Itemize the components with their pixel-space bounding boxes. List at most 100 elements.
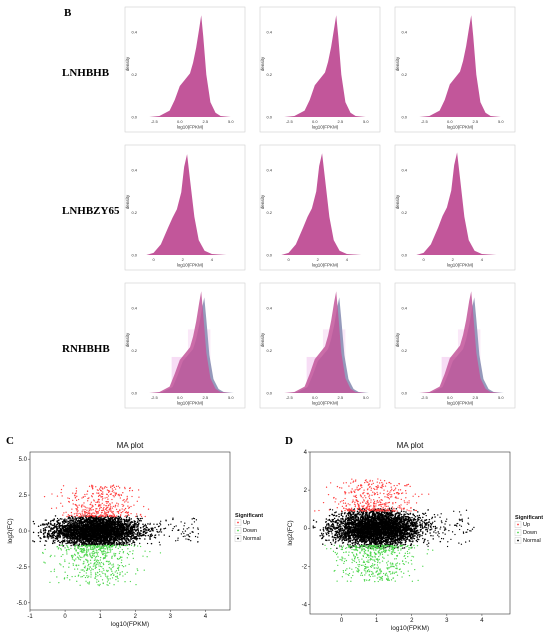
point-up — [100, 506, 102, 509]
point-up — [103, 509, 105, 511]
point-normal — [59, 541, 61, 544]
point-normal — [56, 525, 58, 528]
point-normal — [75, 533, 78, 536]
point-up — [139, 514, 142, 516]
point-normal — [64, 521, 66, 524]
point-normal — [73, 539, 76, 541]
point-normal — [86, 519, 89, 522]
point-normal — [58, 529, 60, 532]
point-normal — [154, 536, 157, 539]
point-down — [128, 563, 130, 565]
point-normal — [105, 542, 107, 544]
point-down — [60, 544, 62, 547]
point-normal — [113, 531, 116, 533]
point-up — [92, 505, 94, 507]
point-down — [149, 551, 151, 553]
point-normal — [83, 519, 85, 521]
point-down — [93, 549, 95, 551]
point-up — [75, 487, 77, 489]
point-up — [75, 508, 77, 510]
point-normal — [92, 523, 94, 526]
point-down — [106, 548, 109, 550]
point-down — [101, 579, 104, 581]
point-up — [117, 512, 120, 514]
point-up — [112, 489, 114, 491]
point-down — [143, 569, 145, 571]
point-normal — [49, 530, 52, 532]
point-down — [62, 566, 64, 568]
point-down — [68, 562, 70, 564]
point-normal — [105, 525, 107, 527]
point-normal — [125, 538, 127, 540]
point-normal — [67, 517, 70, 520]
point-up — [77, 510, 79, 512]
point-up — [77, 513, 79, 515]
point-up — [102, 497, 104, 499]
point-normal — [150, 542, 153, 545]
point-down — [129, 550, 131, 553]
point-down — [90, 576, 92, 578]
point-down — [75, 558, 77, 560]
point-normal — [128, 533, 130, 535]
point-normal — [40, 537, 42, 540]
point-normal — [92, 533, 94, 535]
point-up — [115, 515, 118, 517]
point-normal — [94, 532, 96, 535]
point-up — [123, 509, 125, 511]
legend-entry: Up — [243, 520, 250, 526]
point-normal — [46, 526, 48, 528]
point-down — [135, 583, 137, 586]
point-normal — [67, 526, 69, 528]
point-down — [89, 555, 92, 557]
point-normal — [136, 521, 139, 523]
point-up — [113, 486, 116, 489]
point-up — [138, 496, 140, 498]
y-tick-label: 0.2 — [131, 210, 137, 215]
point-normal — [82, 538, 84, 541]
point-up — [137, 489, 140, 491]
point-normal — [84, 536, 86, 538]
point-down — [100, 561, 103, 564]
point-up — [124, 487, 126, 490]
point-normal — [100, 528, 102, 530]
point-down — [146, 556, 148, 558]
point-normal — [70, 522, 73, 524]
point-normal — [153, 536, 156, 538]
point-up — [131, 489, 134, 492]
point-normal — [59, 524, 61, 526]
point-normal — [53, 534, 55, 537]
y-tick-label: 0.0 — [401, 390, 407, 395]
point-down — [94, 552, 96, 554]
point-down — [70, 547, 72, 550]
point-normal — [88, 524, 90, 526]
point-up — [89, 503, 91, 506]
point-normal — [122, 538, 125, 540]
point-down — [92, 565, 94, 567]
point-normal — [72, 533, 74, 536]
point-up — [88, 515, 90, 517]
point-up — [113, 496, 115, 498]
point-down — [115, 546, 117, 549]
point-down — [97, 584, 99, 586]
point-up — [84, 508, 86, 511]
point-normal — [124, 520, 127, 522]
point-normal — [75, 541, 77, 544]
x-axis-label: log10(FPKM) — [312, 401, 339, 406]
point-normal — [95, 519, 97, 522]
point-normal — [191, 523, 193, 525]
row-label-lnhbhb: LNHBHB — [62, 67, 110, 79]
point-normal — [149, 537, 151, 539]
point-normal — [67, 520, 69, 523]
point-normal — [197, 527, 199, 529]
point-down — [98, 568, 101, 571]
point-up — [109, 515, 111, 517]
point-normal — [85, 523, 87, 525]
point-up — [120, 494, 123, 496]
point-down — [96, 546, 99, 549]
point-up — [83, 502, 85, 504]
point-up — [72, 499, 74, 502]
point-up — [67, 497, 69, 499]
